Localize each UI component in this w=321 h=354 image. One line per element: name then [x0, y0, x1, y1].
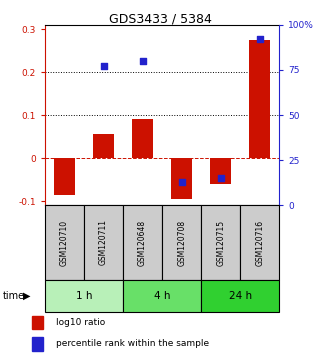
Point [140, 58, 145, 64]
Text: time: time [3, 291, 25, 301]
Text: GSM120711: GSM120711 [99, 219, 108, 266]
Bar [240, 205, 279, 280]
Point [257, 36, 262, 42]
Bar [123, 280, 201, 312]
Text: log10 ratio: log10 ratio [56, 318, 105, 327]
Point [101, 63, 106, 69]
Bar [162, 205, 201, 280]
Point [179, 179, 184, 185]
Text: ▶: ▶ [23, 291, 30, 301]
Bar [249, 40, 271, 158]
Bar [210, 158, 231, 184]
Point [218, 175, 223, 181]
Bar [123, 205, 162, 280]
Text: GDS3433 / 5384: GDS3433 / 5384 [109, 12, 212, 25]
Text: GSM120716: GSM120716 [255, 219, 264, 266]
Bar [45, 280, 123, 312]
Bar [54, 158, 75, 195]
Text: GSM120708: GSM120708 [177, 219, 186, 266]
Text: percentile rank within the sample: percentile rank within the sample [56, 339, 209, 348]
Bar [201, 280, 279, 312]
Bar [45, 205, 84, 280]
Bar [32, 337, 43, 350]
Text: GSM120648: GSM120648 [138, 219, 147, 266]
Text: 1 h: 1 h [76, 291, 92, 301]
Text: 24 h: 24 h [229, 291, 252, 301]
Bar [201, 205, 240, 280]
Text: GSM120710: GSM120710 [60, 219, 69, 266]
Bar [93, 135, 114, 158]
Bar [132, 119, 153, 158]
Bar [32, 316, 43, 329]
Bar [171, 158, 192, 199]
Text: 4 h: 4 h [154, 291, 170, 301]
Bar [84, 205, 123, 280]
Text: GSM120715: GSM120715 [216, 219, 225, 266]
